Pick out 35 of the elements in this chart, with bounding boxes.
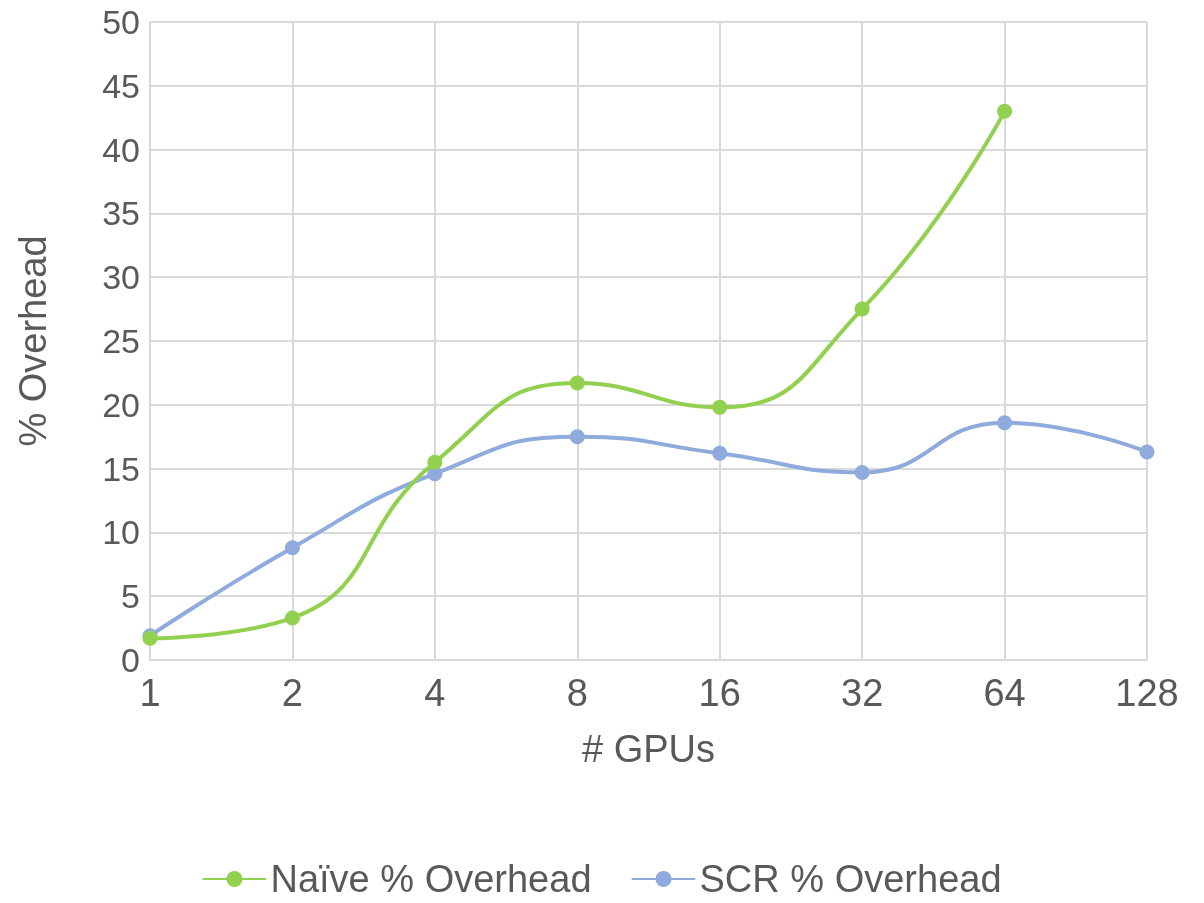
point [712,445,728,461]
x-tick-label: 1 [139,672,161,714]
point [997,415,1013,431]
y-tick-label: 25 [102,322,140,360]
x-tick-label: 4 [424,672,446,714]
y-tick-label: 30 [102,258,140,297]
x-axis-title: # GPUs [581,728,716,770]
y-tick-label: 10 [102,513,140,552]
y-axis-title: % Overhead [12,235,54,447]
y-tick-label: 50 [102,3,140,41]
point [284,540,300,556]
y-tick-label: 5 [121,577,140,616]
y-tick-label: 20 [102,385,140,424]
x-tick-label: 64 [983,672,1026,714]
y-tick-label: 0 [121,641,140,679]
point [1139,444,1155,460]
x-tick-label: 8 [566,672,588,714]
point [427,454,443,470]
point [569,429,585,445]
point [997,103,1013,119]
point [854,464,870,480]
x-tick-label: 32 [841,672,884,714]
y-tick-label: 45 [102,66,140,105]
y-tick-label: 15 [102,449,140,488]
point [569,375,585,391]
y-tick-label: 40 [102,130,140,169]
x-tick-label: 128 [1115,672,1179,714]
point [712,399,728,415]
y-tick-label: 35 [102,194,140,233]
legend-label: SCR % Overhead [699,858,1002,900]
x-tick-label: 2 [281,672,303,714]
legend-label: Naïve % Overhead [270,858,592,900]
point [284,610,300,626]
point [854,301,870,317]
x-tick-label: 16 [698,672,741,714]
